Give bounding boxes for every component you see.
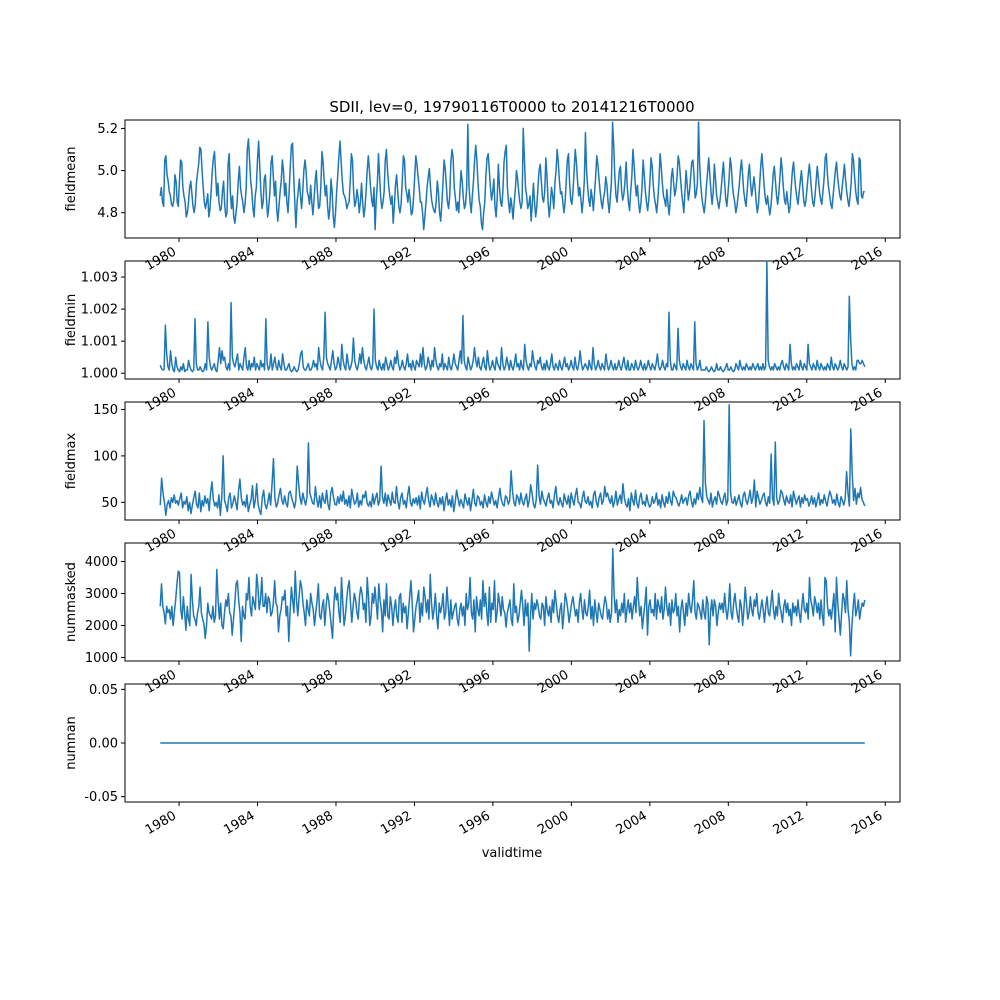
series-line-nummasked — [159, 548, 866, 657]
y-tick-label: -0.05 — [84, 790, 118, 805]
axes-frame — [124, 401, 901, 521]
y-tick-label: 4000 — [85, 555, 118, 570]
y-tick-label: 5.2 — [97, 122, 118, 137]
axes-frame — [124, 119, 901, 239]
y-tick-label: 0.00 — [89, 737, 118, 752]
y-tick-label: 1.003 — [81, 271, 118, 286]
y-axis-label: fieldmin — [64, 294, 79, 347]
axes-frame — [124, 542, 901, 662]
y-tick-label: 3000 — [85, 587, 118, 602]
y-tick-label: 0.05 — [89, 683, 118, 698]
series-line-fieldmax — [159, 404, 866, 517]
y-tick-label: 2000 — [85, 619, 118, 634]
series-line-fieldmin — [159, 260, 866, 373]
axes-frame — [124, 260, 901, 380]
y-axis-label: nummasked — [64, 562, 79, 642]
y-tick-label: 1.002 — [81, 303, 118, 318]
y-tick-label: 150 — [93, 403, 118, 418]
series-line-fieldmean — [159, 121, 865, 231]
y-tick-label: 1000 — [85, 651, 118, 666]
y-tick-label: 100 — [93, 449, 118, 464]
y-tick-label: 1.000 — [81, 367, 118, 382]
y-tick-label: 1.001 — [81, 335, 118, 350]
y-tick-label: 4.8 — [97, 206, 118, 221]
y-axis-label: numnan — [64, 716, 79, 770]
y-axis-label: fieldmax — [64, 433, 79, 490]
y-axis-label: fieldmean — [64, 147, 79, 212]
chart-title: SDII, lev=0, 19790116T0000 to 20141216T0… — [329, 98, 694, 116]
y-tick-label: 50 — [101, 496, 118, 511]
x-axis-label: validtime — [482, 846, 543, 861]
y-tick-label: 5.0 — [97, 164, 118, 179]
